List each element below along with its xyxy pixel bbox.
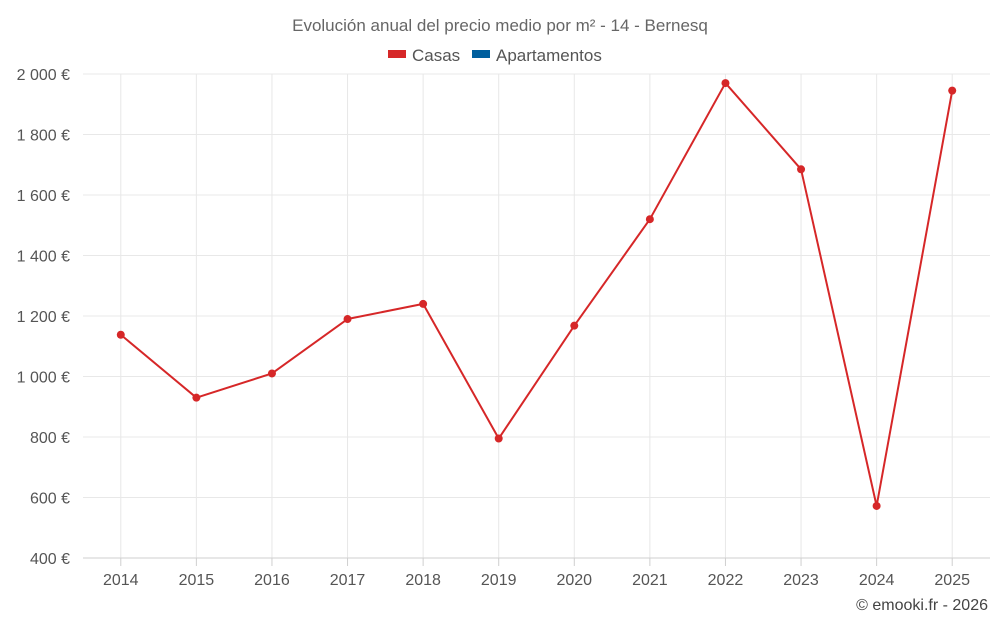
x-tick-label: 2015 [179, 572, 215, 589]
legend-label-apartamentos: Apartamentos [496, 46, 602, 65]
x-tick-label: 2014 [103, 572, 139, 589]
data-point-2019[interactable] [494, 434, 503, 443]
x-tick-label: 2021 [632, 572, 668, 589]
data-point-2016[interactable] [267, 369, 276, 378]
data-point-2018[interactable] [419, 299, 428, 308]
y-tick-label: 2 000 € [17, 67, 70, 84]
data-point-2020[interactable] [570, 321, 579, 330]
x-tick-label: 2019 [481, 572, 517, 589]
legend-label-casas: Casas [412, 46, 460, 65]
series-line-casas [120, 82, 954, 507]
data-point-2017[interactable] [343, 315, 352, 324]
series-casas [116, 79, 957, 510]
y-tick-label: 1 600 € [17, 188, 70, 205]
x-tick-label: 2022 [708, 572, 744, 589]
x-tick-label: 2018 [405, 572, 441, 589]
y-tick-label: 800 € [30, 430, 70, 447]
chart-title: Evolución anual del precio medio por m² … [292, 16, 708, 35]
data-point-2024[interactable] [872, 501, 881, 510]
data-point-2025[interactable] [948, 86, 957, 95]
legend-item-casas[interactable]: Casas [388, 46, 460, 65]
legend-swatch-apartamentos [472, 50, 490, 58]
legend-item-apartamentos[interactable]: Apartamentos [472, 46, 602, 65]
x-tick-label: 2020 [556, 572, 592, 589]
x-tick-label: 2017 [330, 572, 366, 589]
x-tick-label: 2024 [859, 572, 895, 589]
x-tick-label: 2025 [934, 572, 970, 589]
data-point-2022[interactable] [721, 79, 730, 88]
grid [83, 73, 990, 558]
y-tick-label: 1 200 € [17, 309, 70, 326]
x-tick-label: 2016 [254, 572, 290, 589]
legend-swatch-casas [388, 50, 406, 58]
axes: 400 € 600 € 800 € 1 000 € 1 200 € 1 400 € 1 60… [17, 67, 990, 589]
data-point-2021[interactable] [645, 215, 654, 224]
y-tick-label: 1 800 € [17, 128, 70, 145]
data-point-2014[interactable] [116, 330, 125, 339]
credit-text: © emooki.fr - 2026 [856, 597, 988, 614]
y-tick-label: 1 400 € [17, 249, 70, 266]
data-point-2015[interactable] [192, 393, 201, 402]
x-tick-label: 2023 [783, 572, 819, 589]
y-tick-label: 400 € [30, 551, 70, 568]
legend: Casas Apartamentos [388, 46, 602, 65]
y-tick-label: 1 000 € [17, 370, 70, 387]
y-tick-label: 600 € [30, 491, 70, 508]
data-point-2023[interactable] [797, 165, 806, 174]
